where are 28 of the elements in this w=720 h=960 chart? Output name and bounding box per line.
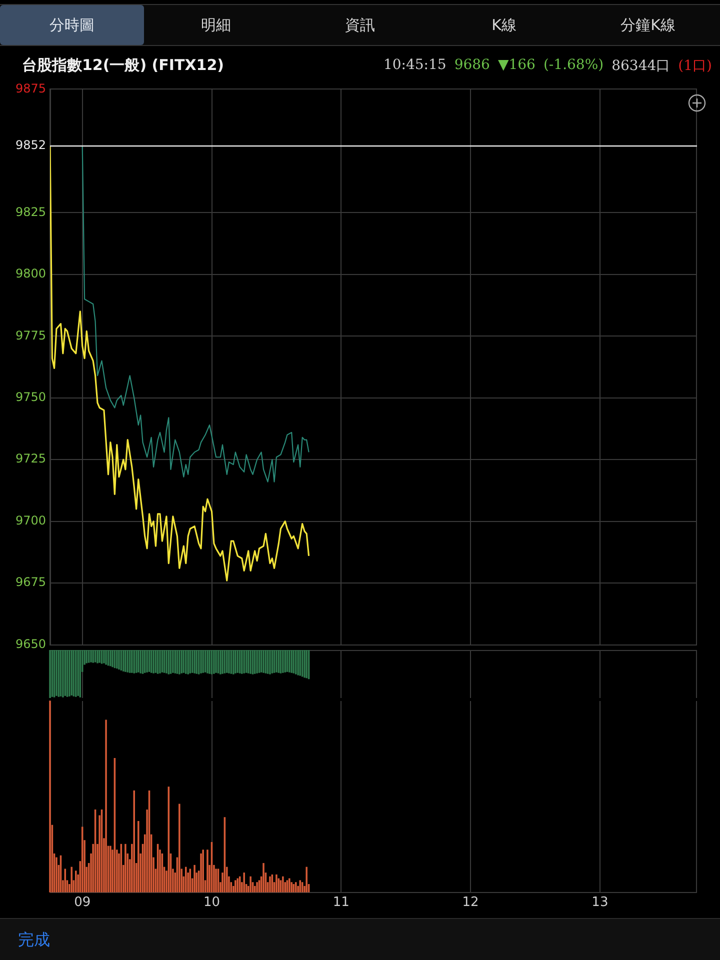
y-tick-label: 9700 [15,513,46,528]
x-tick-label: 12 [462,895,479,910]
text: 明細 [201,16,231,34]
text: 資訊 [345,16,375,34]
text: 完成 [18,930,50,951]
x-tick-label: 11 [332,895,350,910]
x-tick-label: 09 [74,895,91,910]
chart-title: 台股指數12(一般) (FITX12) [22,56,224,75]
x-tick-label: 10 [203,895,220,910]
y-tick-label: 9800 [15,266,46,281]
y-tick-label: 9852 [15,138,46,152]
x-tick-label: 13 [592,895,608,910]
y-tick-label: 9775 [15,328,46,342]
text: ▼166 [498,57,536,75]
text: 10:45:15 [383,57,446,75]
y-tick-label: 9725 [15,452,46,466]
text: (-1.68%) [543,57,604,75]
y-tick-label: 9650 [15,636,46,651]
text: 分時圖 [50,16,94,34]
text: 分鐘K線 [620,16,676,34]
text: 9686 [454,57,490,75]
y-tick-label: 9750 [15,390,46,404]
text: K線 [492,16,516,34]
y-tick-label: 9825 [15,204,46,219]
text: (1口) [678,57,712,75]
y-tick-label: 9675 [15,575,46,590]
text: 86344口 [612,57,670,75]
y-tick-label: 9875 [15,81,46,96]
